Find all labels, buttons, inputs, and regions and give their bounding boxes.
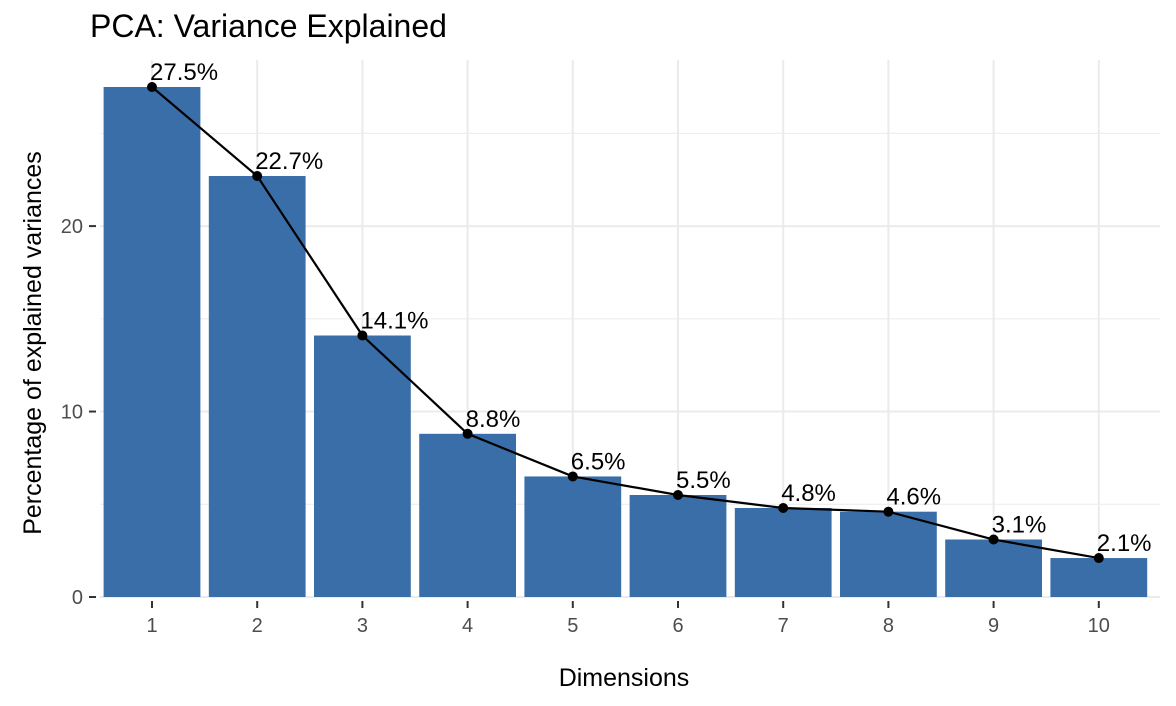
bar (103, 87, 201, 597)
x-tick-label: 9 (988, 615, 999, 637)
data-label: 8.8% (466, 406, 521, 433)
labels-layer: 27.5% 22.7% 14.1% 8.8% 6.5% 5.5% 4.8% 4.6% 3.1% 2… (150, 59, 1152, 557)
x-tick-label: 3 (357, 615, 368, 637)
bar (840, 511, 937, 597)
data-point (1093, 553, 1104, 564)
y-tick-label: 10 (61, 402, 83, 424)
x-tick-label: 8 (883, 615, 894, 637)
data-label: 2.1% (1097, 530, 1152, 557)
data-label: 4.6% (886, 484, 941, 511)
data-point (147, 82, 157, 92)
data-label: 27.5% (150, 59, 218, 86)
x-tick-label: 1 (146, 615, 157, 637)
x-tick-label: 2 (252, 615, 263, 637)
y-tick-label: 0 (72, 587, 83, 609)
x-tick-label: 5 (567, 615, 578, 637)
x-axis-title: Dimensions (559, 664, 690, 692)
x-tick-label: 7 (778, 615, 789, 637)
data-label: 4.8% (781, 480, 836, 507)
bar (524, 476, 622, 597)
data-point (778, 502, 789, 513)
chart-title: PCA: Variance Explained (90, 8, 447, 44)
bars-layer (103, 87, 1148, 597)
bar (208, 176, 306, 597)
bar (314, 335, 411, 597)
line-layer (151, 86, 1099, 560)
x-tick-label: 10 (1088, 615, 1110, 637)
data-point (357, 330, 368, 341)
axes-layer: 0 10 20 1 2 3 4 5 6 7 8 9 10 (61, 216, 1110, 637)
series-line (151, 86, 1099, 560)
x-tick-label: 4 (462, 615, 473, 637)
x-tick-label: 6 (672, 615, 683, 637)
data-label: 14.1% (360, 308, 428, 335)
points-layer (147, 82, 1104, 564)
data-label: 6.5% (571, 448, 626, 475)
bar (945, 539, 1042, 597)
data-point (462, 428, 473, 439)
data-point (988, 534, 999, 545)
bar (629, 495, 727, 597)
bar (1050, 558, 1148, 597)
bar (734, 507, 832, 597)
data-point (673, 490, 683, 500)
data-label: 3.1% (992, 512, 1047, 539)
data-point (252, 171, 263, 182)
y-axis-title: Percentage of explained variances (19, 151, 47, 535)
data-point (567, 471, 578, 482)
bar (419, 433, 516, 597)
y-tick-label: 20 (61, 216, 83, 238)
data-label: 5.5% (676, 467, 731, 494)
data-point (883, 506, 894, 517)
data-label: 22.7% (255, 148, 323, 175)
